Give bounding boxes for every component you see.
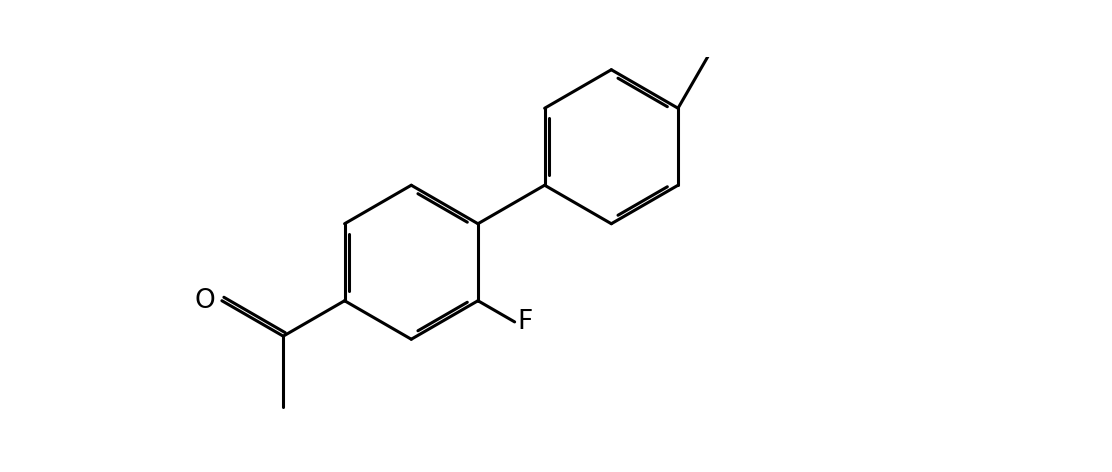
Text: O: O xyxy=(195,288,216,314)
Text: F: F xyxy=(518,309,533,335)
